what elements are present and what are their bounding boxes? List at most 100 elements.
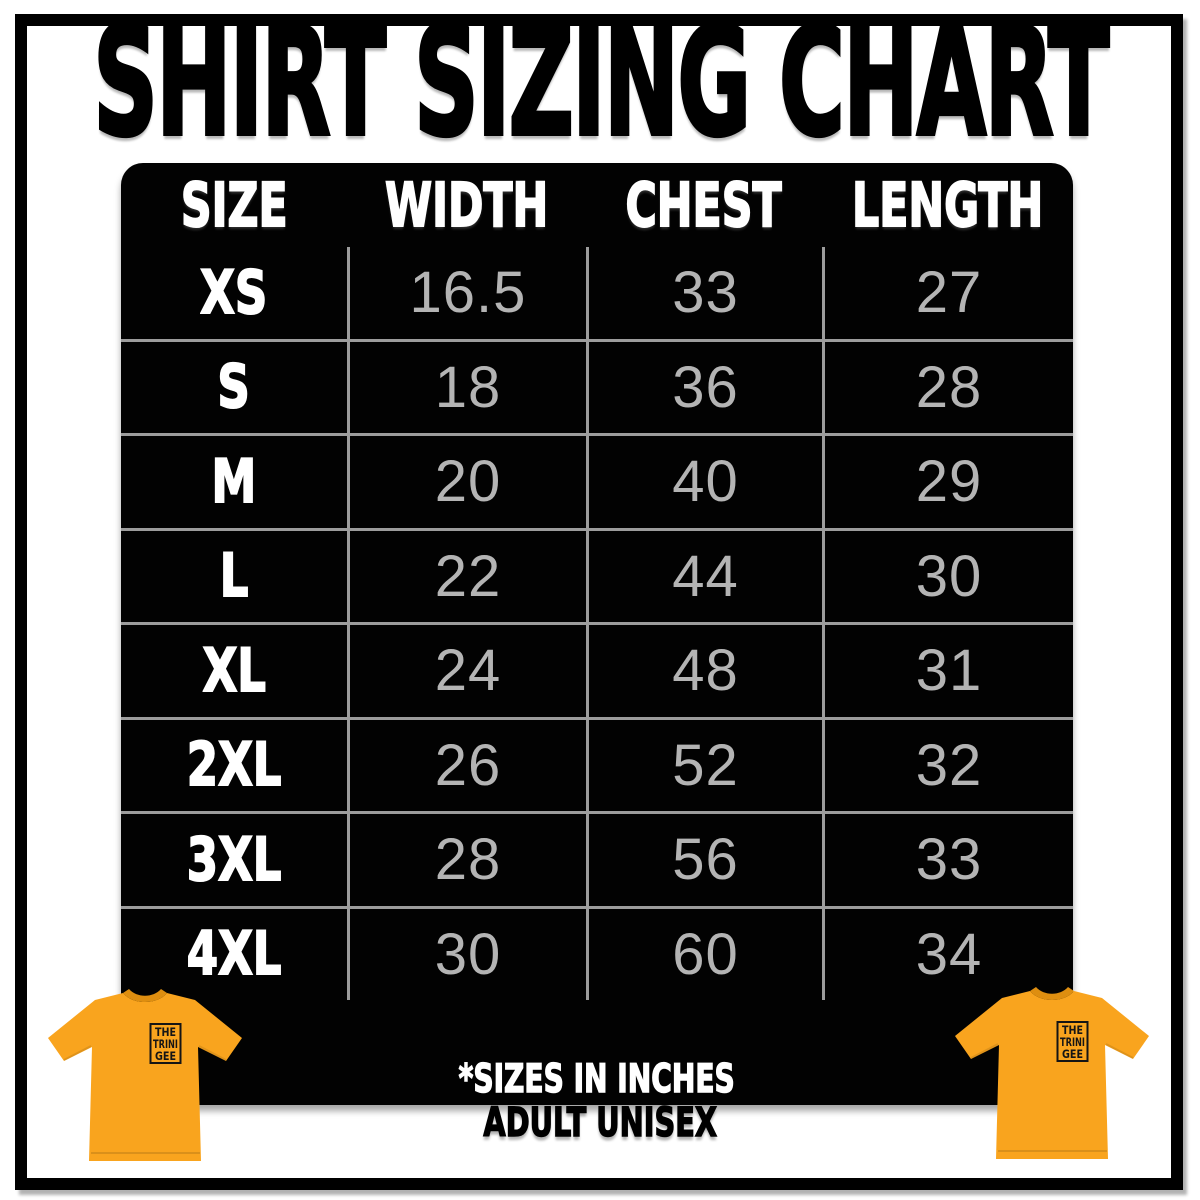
page-title-container: SHIRT SIZING CHART	[0, 6, 1200, 160]
size-value: 2XL	[186, 729, 282, 801]
chest-value: 44	[672, 543, 739, 609]
tshirt-collar	[1030, 987, 1074, 1000]
chest-cell: 52	[586, 719, 822, 811]
tshirt-collar	[123, 989, 167, 1002]
tshirt-body	[955, 991, 1149, 1159]
tshirt-logo-line-1: THE	[155, 1025, 176, 1039]
chest-value: 48	[672, 638, 739, 704]
width-value: 18	[434, 354, 502, 420]
width-value: 28	[434, 827, 502, 893]
size-cell: L	[121, 531, 347, 623]
chest-value: 33	[672, 260, 739, 326]
size-cell: XL	[121, 625, 347, 717]
size-value: S	[217, 351, 251, 423]
table-body: XS 16.5 33 27 S 18 36 28 M 20 40 29 L 22…	[121, 247, 1073, 1000]
tshirt-logo-line-2: TRINI	[1060, 1035, 1085, 1049]
table-row-xl: XL 24 48 31	[121, 622, 1073, 717]
width-value: 30	[434, 921, 502, 987]
width-cell: 28	[347, 814, 586, 906]
chest-cell: 60	[586, 908, 822, 1000]
size-cell: 2XL	[121, 720, 347, 812]
length-value: 29	[915, 449, 983, 515]
length-value: 30	[915, 543, 983, 609]
width-value: 22	[434, 543, 502, 609]
chest-cell: 48	[586, 625, 822, 717]
tshirt-logo-line-1: THE	[1062, 1023, 1083, 1037]
tshirt-logo: THE TRINI GEE	[149, 1023, 182, 1064]
length-value: 28	[915, 354, 983, 420]
length-cell: 30	[822, 530, 1073, 622]
width-cell: 18	[347, 341, 586, 433]
size-value: M	[211, 446, 257, 518]
size-value: 4XL	[186, 918, 282, 990]
table-row-l: L 22 44 30	[121, 527, 1073, 623]
size-cell: M	[121, 436, 347, 528]
tshirt-logo-line-3: GEE	[1062, 1047, 1083, 1061]
size-value: L	[219, 540, 249, 612]
chest-value: 36	[672, 354, 739, 420]
length-cell: 34	[822, 908, 1073, 1000]
chest-cell: 33	[586, 247, 822, 339]
column-header-size-label: SIZE	[180, 169, 288, 242]
width-cell: 16.5	[347, 247, 586, 339]
size-cell: XS	[121, 247, 347, 339]
width-cell: 26	[347, 719, 586, 811]
tshirt-logo-line-3: GEE	[155, 1049, 176, 1063]
table-row-xs: XS 16.5 33 27	[121, 247, 1073, 339]
table-row-4xl: 4XL 30 60 34	[121, 905, 1073, 1001]
size-cell: 3XL	[121, 814, 347, 906]
chest-value: 60	[672, 921, 739, 987]
length-value: 27	[915, 260, 983, 326]
width-value: 26	[434, 732, 502, 798]
chest-value: 40	[672, 449, 739, 515]
length-value: 33	[915, 827, 983, 893]
tshirt-logo-box	[149, 1023, 182, 1064]
sizes-in-inches-note: *SIZES IN INCHES	[458, 1057, 736, 1102]
width-cell: 24	[347, 625, 586, 717]
length-value: 34	[915, 921, 983, 987]
length-value: 31	[915, 638, 983, 704]
column-header-width-label: WIDTH	[384, 169, 549, 242]
table-row-2xl: 2XL 26 52 32	[121, 716, 1073, 812]
chest-cell: 40	[586, 436, 822, 528]
tshirt-sleeve-hems	[63, 1045, 227, 1061]
column-header-chest-label: CHEST	[625, 169, 783, 242]
tshirt-sleeve-hems	[970, 1043, 1134, 1059]
width-value: 16.5	[409, 260, 527, 326]
chest-cell: 44	[586, 530, 822, 622]
adult-unisex-note: ADULT UNISEX	[483, 1100, 718, 1146]
length-cell: 27	[822, 247, 1073, 339]
column-header-width: WIDTH	[347, 163, 586, 247]
length-cell: 32	[822, 719, 1073, 811]
width-value: 20	[434, 449, 502, 515]
size-cell: 4XL	[121, 909, 347, 1001]
column-header-size: SIZE	[121, 163, 347, 247]
length-cell: 29	[822, 436, 1073, 528]
sizing-table-panel: SIZE WIDTH CHEST LENGTH XS 16.5 33 27 S …	[121, 163, 1073, 1105]
column-header-length-label: LENGTH	[851, 169, 1044, 242]
tshirt-left-image: THE TRINI GEE	[48, 989, 242, 1161]
width-cell: 20	[347, 436, 586, 528]
size-cell: S	[121, 342, 347, 434]
length-cell: 28	[822, 341, 1073, 433]
length-cell: 33	[822, 814, 1073, 906]
width-cell: 30	[347, 908, 586, 1000]
tshirt-logo-box	[1056, 1021, 1089, 1062]
sizes-note-container: *SIZES IN INCHES	[121, 1000, 1073, 1105]
size-value: XS	[200, 257, 269, 329]
table-row-s: S 18 36 28	[121, 338, 1073, 434]
chest-cell: 36	[586, 341, 822, 433]
length-value: 32	[915, 732, 983, 798]
tshirt-body	[48, 993, 242, 1161]
column-header-chest: CHEST	[586, 163, 822, 247]
table-row-3xl: 3XL 28 56 33	[121, 811, 1073, 906]
chest-value: 52	[672, 732, 739, 798]
tshirt-right-image: THE TRINI GEE	[955, 987, 1149, 1159]
tshirt-logo: THE TRINI GEE	[1056, 1021, 1089, 1062]
column-header-length: LENGTH	[822, 163, 1073, 247]
table-header-row: SIZE WIDTH CHEST LENGTH	[121, 163, 1073, 247]
width-value: 24	[434, 638, 502, 704]
table-row-m: M 20 40 29	[121, 433, 1073, 528]
audience-note-container: ADULT UNISEX	[0, 1101, 1200, 1145]
